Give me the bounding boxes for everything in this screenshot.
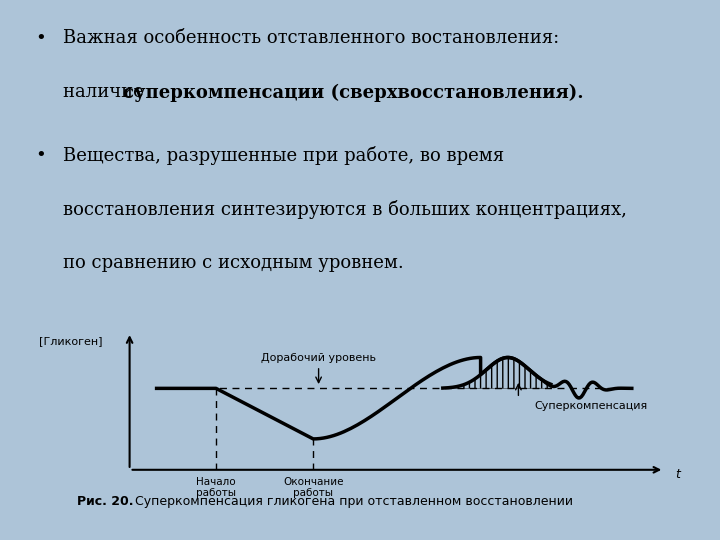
Text: Окончание
работы: Окончание работы — [283, 477, 343, 498]
Text: Начало
работы: Начало работы — [196, 477, 236, 498]
Text: •: • — [35, 146, 46, 164]
Text: наличие: наличие — [63, 83, 150, 102]
Text: t: t — [675, 468, 680, 481]
Text: Рис. 20.: Рис. 20. — [77, 496, 134, 509]
Text: Суперкомпенсация: Суперкомпенсация — [534, 401, 648, 411]
Text: Дорабочий уровень: Дорабочий уровень — [261, 353, 376, 363]
Text: по сравнению с исходным уровнем.: по сравнению с исходным уровнем. — [63, 254, 404, 273]
Text: Вещества, разрушенные при работе, во время: Вещества, разрушенные при работе, во вре… — [63, 146, 505, 165]
Text: [Гликоген]: [Гликоген] — [39, 336, 102, 347]
Text: восстановления синтезируются в больших концентрациях,: восстановления синтезируются в больших к… — [63, 200, 627, 219]
Text: •: • — [35, 29, 46, 47]
Text: Суперкомпенсация гликогена при отставленном восстановлении: Суперкомпенсация гликогена при отставлен… — [130, 496, 572, 509]
Text: суперкомпенсации (сверхвосстановления).: суперкомпенсации (сверхвосстановления). — [122, 83, 583, 102]
Text: Важная особенность отставленного востановления:: Важная особенность отставленного востано… — [63, 29, 559, 47]
